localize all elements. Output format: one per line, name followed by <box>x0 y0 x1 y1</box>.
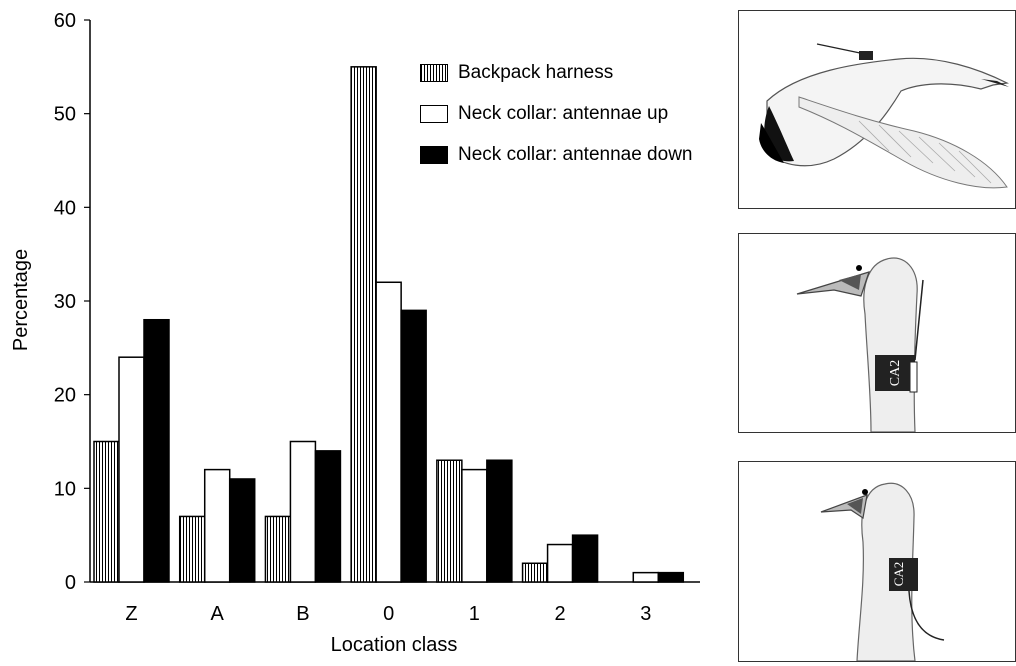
bar <box>571 534 599 583</box>
legend-swatch-hatched <box>420 64 448 82</box>
bar <box>375 281 402 583</box>
y-tick-label: 20 <box>54 385 76 407</box>
y-tick-label: 0 <box>65 572 76 594</box>
swan-head-collar-up-illustration: CA2 <box>796 257 924 433</box>
bar <box>436 459 463 583</box>
bar <box>400 309 427 583</box>
legend-label: Backpack harness <box>458 62 614 83</box>
flying-swan-illustration <box>759 43 1009 189</box>
legend-item-collar-down: Neck collar: antennae down <box>420 144 692 166</box>
bar-chart: 0 10 20 30 40 50 60 Z A B 0 1 2 3 Percentage Location… <box>10 10 700 656</box>
x-tick-label: 2 <box>555 603 566 625</box>
x-axis-label: Location class <box>331 634 458 656</box>
swan-head-collar-down-illustration: CA2 <box>820 482 945 662</box>
legend-swatch-white <box>420 105 448 123</box>
legend-swatch-black <box>420 146 448 164</box>
bar <box>521 562 549 583</box>
tick-labels: 0 10 20 30 40 50 60 Z A B 0 1 2 3 <box>54 10 652 625</box>
x-tick-label: 3 <box>640 603 651 625</box>
legend-label: Neck collar: antennae down <box>458 144 693 165</box>
bar <box>314 450 342 583</box>
bar <box>143 318 170 583</box>
bird-neck-collar-antenna-down-panel: CA2 <box>738 461 1016 662</box>
bar <box>350 66 377 583</box>
bird-neck-collar-antenna-up-panel: CA2 <box>738 233 1016 433</box>
bar <box>289 440 317 583</box>
bar <box>461 468 488 583</box>
y-tick-label: 10 <box>54 478 76 500</box>
bird-flying-backpack-panel <box>738 10 1016 209</box>
collar-label: CA2 <box>891 562 906 587</box>
bar <box>264 515 292 583</box>
bar <box>93 440 120 583</box>
legend-label: Neck collar: antennae up <box>458 103 669 124</box>
x-tick-label: 0 <box>383 603 394 625</box>
legend-item-backpack: Backpack harness <box>420 62 613 84</box>
bar <box>657 571 685 583</box>
x-tick-label: 1 <box>469 603 480 625</box>
y-tick-label: 30 <box>54 291 76 313</box>
collar-label: CA2 <box>888 360 903 386</box>
bar <box>546 543 574 583</box>
y-tick-label: 60 <box>54 10 76 32</box>
neck-collar <box>875 355 915 391</box>
legend-item-collar-up: Neck collar: antennae up <box>420 103 668 125</box>
bar <box>118 356 145 583</box>
bar <box>203 468 231 583</box>
neck-collar <box>889 558 918 591</box>
bar <box>228 478 256 583</box>
y-tick-label: 50 <box>54 104 76 126</box>
y-tick-label: 40 <box>54 197 76 219</box>
x-tick-label: A <box>211 603 225 625</box>
bars <box>93 66 685 583</box>
y-axis-label: Percentage <box>10 249 32 351</box>
backpack-transmitter <box>859 51 873 60</box>
bar <box>178 515 206 583</box>
x-tick-label: B <box>296 603 309 625</box>
bar <box>632 571 660 583</box>
x-tick-label: Z <box>125 603 137 625</box>
bar <box>486 459 513 583</box>
